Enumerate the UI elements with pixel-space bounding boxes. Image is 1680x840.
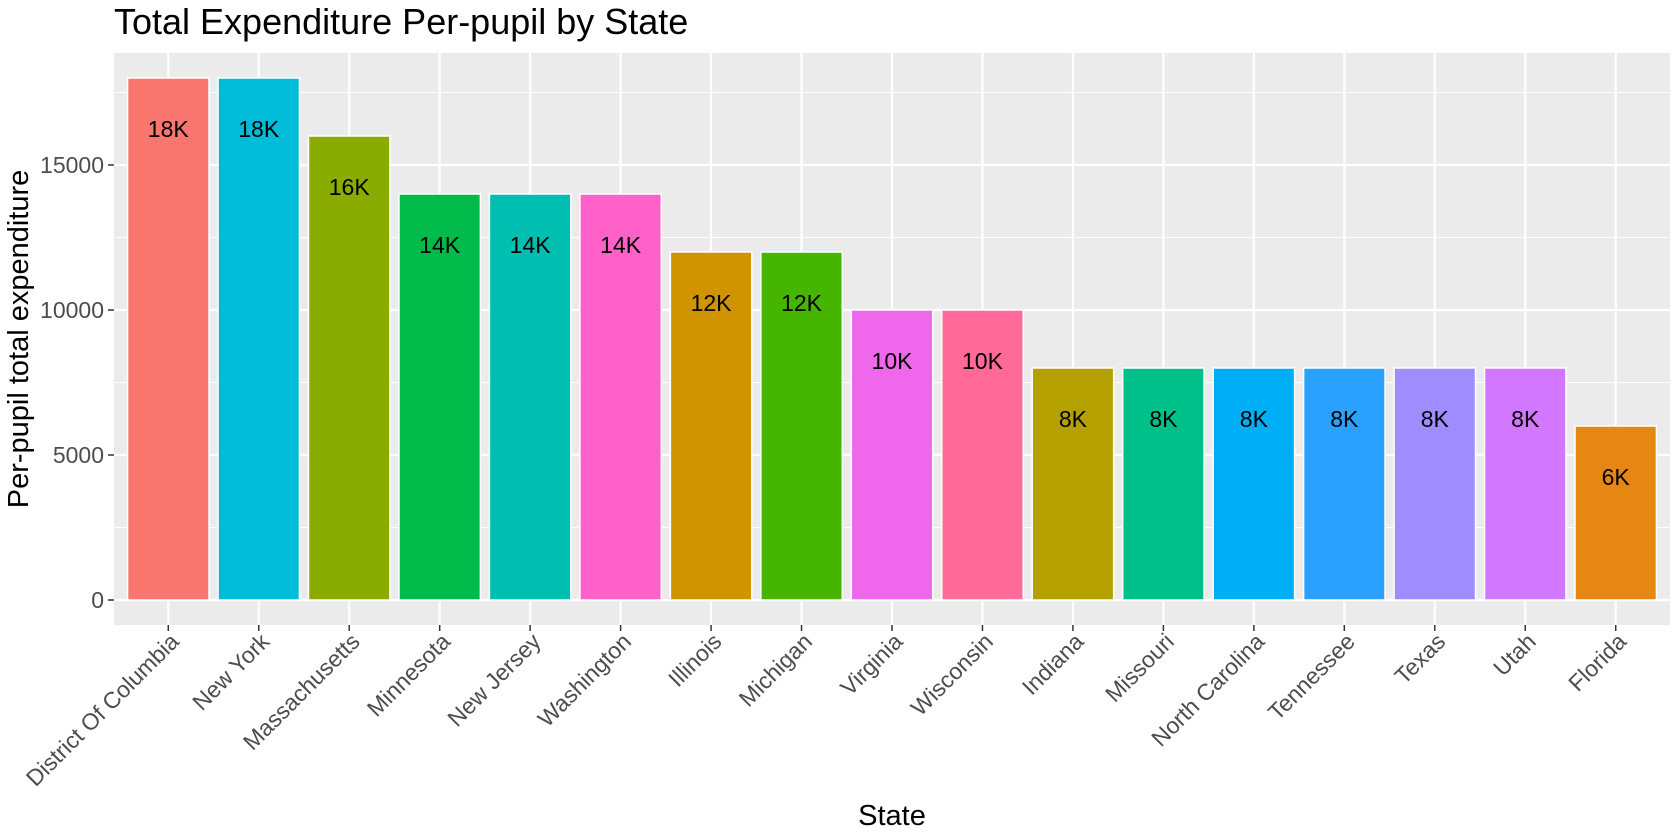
bar xyxy=(1393,367,1477,601)
bar xyxy=(1121,367,1205,601)
bar-value-labels: 18K 18K 16K 14K 14K 14K 12K 12K 10K 10K 8K 8K 8K 8K 8K… xyxy=(148,116,1631,490)
x-tick-label: Tennessee xyxy=(1263,628,1360,725)
y-axis: 0 5000 10000 15000 xyxy=(40,152,114,613)
y-tick-label: 10000 xyxy=(40,297,104,323)
bar xyxy=(217,77,301,601)
bar-value-label: 8K xyxy=(1059,406,1088,432)
bar xyxy=(941,309,1024,601)
bar-value-label: 18K xyxy=(148,116,190,142)
x-tick-label: Michigan xyxy=(734,628,817,711)
bar-value-label: 18K xyxy=(238,116,280,142)
bar-value-label: 8K xyxy=(1149,406,1178,432)
y-tick-label: 0 xyxy=(91,587,104,613)
x-axis-title: State xyxy=(858,800,926,832)
x-tick-label: Illinois xyxy=(663,628,727,692)
y-tick-label: 5000 xyxy=(53,442,104,468)
y-tick-label: 15000 xyxy=(40,152,104,178)
x-tick-label: Wisconsin xyxy=(906,628,998,720)
x-tick-label: Florida xyxy=(1563,628,1631,696)
bar xyxy=(850,309,934,601)
bar xyxy=(488,193,572,601)
bar-value-label: 12K xyxy=(781,290,823,316)
x-tick-label: Texas xyxy=(1389,628,1450,689)
bar xyxy=(1212,367,1296,601)
bar-value-label: 8K xyxy=(1511,406,1540,432)
bar xyxy=(760,251,843,601)
x-tick-label: Washington xyxy=(532,628,636,732)
bar xyxy=(398,193,482,601)
bar-value-label: 14K xyxy=(419,232,461,258)
bar xyxy=(1483,367,1567,601)
bar-value-label: 8K xyxy=(1330,406,1359,432)
bar-value-label: 8K xyxy=(1240,406,1269,432)
bar-value-label: 14K xyxy=(510,232,552,258)
bar xyxy=(126,77,210,601)
bar xyxy=(307,135,391,601)
bar xyxy=(1031,367,1115,601)
bar-value-label: 12K xyxy=(691,290,733,316)
bar xyxy=(1302,367,1386,601)
bar-value-label: 10K xyxy=(962,348,1004,374)
bar-value-label: 6K xyxy=(1602,464,1631,490)
x-tick-label: Missouri xyxy=(1100,628,1179,707)
bar-value-label: 16K xyxy=(329,174,371,200)
bar xyxy=(1574,425,1658,601)
x-tick-label: Minnesota xyxy=(362,628,456,722)
bar xyxy=(669,251,753,601)
x-tick-label: Indiana xyxy=(1017,628,1089,700)
bar-value-label: 8K xyxy=(1421,406,1450,432)
x-tick-label: New York xyxy=(187,628,274,715)
chart-title: Total Expenditure Per-pupil by State xyxy=(114,1,688,42)
bars xyxy=(126,77,1658,601)
y-axis-title: Per-pupil total expenditure xyxy=(3,170,35,509)
bar xyxy=(579,193,663,601)
x-tick-label: New Jersey xyxy=(442,628,546,732)
x-tick-label: Virginia xyxy=(835,628,907,700)
x-tick-label: Utah xyxy=(1488,628,1541,681)
x-axis: District Of Columbia New YorkMassachusett… xyxy=(21,625,1631,791)
bar-value-label: 10K xyxy=(872,348,914,374)
x-tick-label: District Of Columbia xyxy=(21,628,184,791)
bar-value-label: 14K xyxy=(600,232,642,258)
